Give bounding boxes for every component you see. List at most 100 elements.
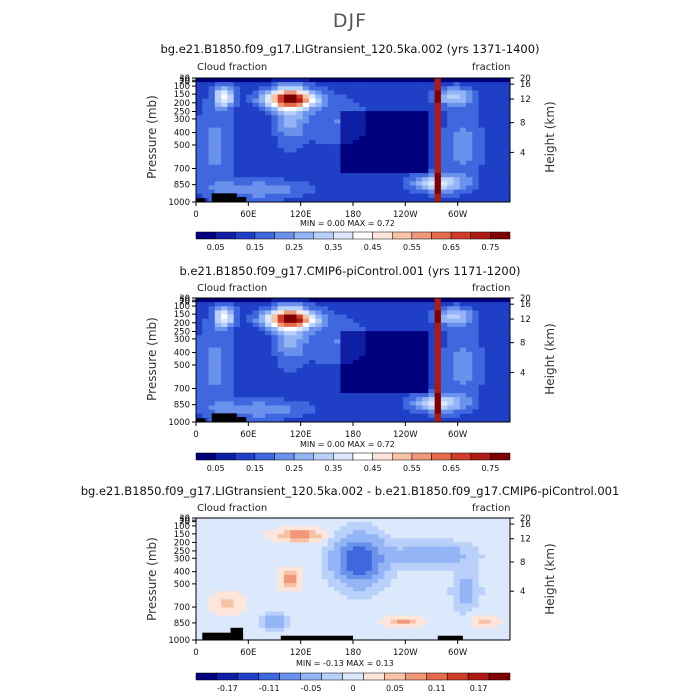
y-tick-label: 850	[174, 181, 190, 191]
x-tick-label: 180	[345, 210, 361, 220]
x-tick-label: 0	[193, 430, 198, 440]
colorbar-swatch	[490, 231, 511, 240]
y-tick-label: 400	[174, 568, 190, 578]
colorbar-label: -0.05	[301, 684, 322, 693]
colorbar-swatch	[254, 231, 275, 240]
colorbar-label: 0.75	[481, 464, 499, 473]
panel1-colorbar	[195, 231, 511, 240]
y-tick-label: 30	[179, 514, 190, 524]
colorbar-label: 0.05	[207, 464, 225, 473]
y2-tick-label: 12	[520, 315, 531, 325]
colorbar-swatch	[352, 231, 373, 240]
x-tick-label: 60E	[240, 648, 256, 658]
y-tick-label: 150	[174, 530, 190, 540]
colorbar-label: 0.75	[481, 243, 499, 252]
panel2-minmax: MIN = 0.00 MAX = 0.72	[300, 440, 395, 449]
panel3-terrain	[202, 627, 463, 640]
y-tick-label: 200	[174, 538, 190, 548]
x-tick-label: 120W	[393, 210, 418, 220]
panel2-left-label: Cloud fraction	[197, 283, 268, 294]
terrain-block	[211, 193, 237, 202]
colorbar-label: -0.11	[259, 684, 280, 693]
panel3-right-label: fraction	[472, 503, 511, 514]
colorbar-swatch	[372, 231, 393, 240]
terrain-block	[196, 418, 206, 422]
colorbar-label: 0.35	[324, 243, 342, 252]
x-tick-label: 120W	[393, 648, 418, 658]
colorbar-swatch	[446, 672, 469, 681]
y2-tick-label: 4	[520, 148, 525, 158]
panel2-terrain	[196, 413, 247, 422]
colorbar-swatch	[274, 452, 295, 461]
y-tick-label: 500	[174, 580, 190, 590]
colorbar-swatch	[372, 452, 393, 461]
y-tick-label: 70	[179, 518, 190, 528]
x-tick-label: 180	[345, 648, 361, 658]
y-tick-label: 50	[179, 516, 190, 526]
panel3-contour-field	[196, 518, 511, 641]
terrain-block	[202, 632, 231, 640]
x-tick-label: 60W	[448, 430, 468, 440]
y-tick-label: 30	[179, 294, 190, 304]
colorbar-swatch	[235, 231, 256, 240]
y2-tick-label: 12	[520, 95, 531, 105]
panel3-minmax: MIN = -0.13 MAX = 0.13	[296, 659, 394, 668]
colorbar-swatch	[195, 672, 218, 681]
y-tick-label: 400	[174, 349, 190, 359]
colorbar-label: 0.05	[207, 243, 225, 252]
y-tick-label: 100	[174, 302, 190, 312]
colorbar-swatch	[450, 452, 471, 461]
panel2-colorbar	[195, 452, 511, 461]
panel2-right-label: fraction	[472, 283, 511, 294]
colorbar-swatch	[392, 231, 413, 240]
y2-tick-label: 8	[520, 339, 525, 349]
panel2-contour-field	[196, 298, 511, 423]
x-tick-label: 60E	[240, 210, 256, 220]
colorbar-label: 0.17	[470, 684, 488, 693]
y-tick-label: 400	[174, 129, 190, 139]
y-tick-label: 250	[174, 547, 190, 557]
terrain-block	[230, 627, 244, 640]
panel1-title: bg.e21.B1850.f09_g17.LIGtransient_120.5k…	[160, 42, 540, 56]
y-tick-label: 300	[174, 554, 190, 564]
x-tick-label: 120W	[393, 430, 418, 440]
colorbar-swatch	[321, 672, 343, 681]
terrain-block	[236, 417, 247, 422]
panel1-left-label: Cloud fraction	[197, 62, 268, 73]
y-tick-label: 200	[174, 319, 190, 329]
y2-tick-label: 8	[520, 119, 525, 129]
colorbar-swatch	[470, 452, 491, 461]
y-tick-label: 150	[174, 90, 190, 100]
y-tick-label: 30	[179, 74, 190, 84]
colorbar-swatch	[313, 452, 334, 461]
panel3-left-label: Cloud fraction	[197, 503, 268, 514]
colorbar-swatch	[450, 231, 471, 240]
colorbar-swatch	[470, 231, 491, 240]
colorbar-swatch	[215, 231, 236, 240]
colorbar-swatch	[411, 452, 432, 461]
colorbar-label: 0.45	[364, 464, 382, 473]
colorbar-label: 0.45	[364, 243, 382, 252]
y-tick-label: 1000	[168, 198, 190, 208]
panel3-title: bg.e21.B1850.f09_g17.LIGtransient_120.5k…	[80, 484, 620, 498]
y-tick-label: 300	[174, 115, 190, 125]
colorbar-swatch	[426, 672, 448, 681]
colorbar-swatch	[405, 672, 427, 681]
figure-title: DJF	[332, 10, 368, 32]
x-tick-label: 60E	[240, 430, 256, 440]
colorbar-label: 0.65	[442, 464, 460, 473]
panel1-terrain	[196, 193, 247, 202]
y2-tick-label: 20	[520, 514, 531, 524]
y-tick-label: 100	[174, 522, 190, 532]
colorbar-swatch	[392, 452, 413, 461]
terrain-block	[280, 635, 353, 640]
y-tick-label: 200	[174, 99, 190, 109]
colorbar-label: 0.15	[246, 243, 264, 252]
colorbar-swatch	[333, 452, 354, 461]
y-tick-label: 1000	[168, 418, 190, 428]
x-tick-label: 0	[193, 210, 198, 220]
terrain-block	[196, 198, 206, 202]
colorbar-swatch	[490, 452, 511, 461]
x-tick-label: 120E	[290, 210, 312, 220]
